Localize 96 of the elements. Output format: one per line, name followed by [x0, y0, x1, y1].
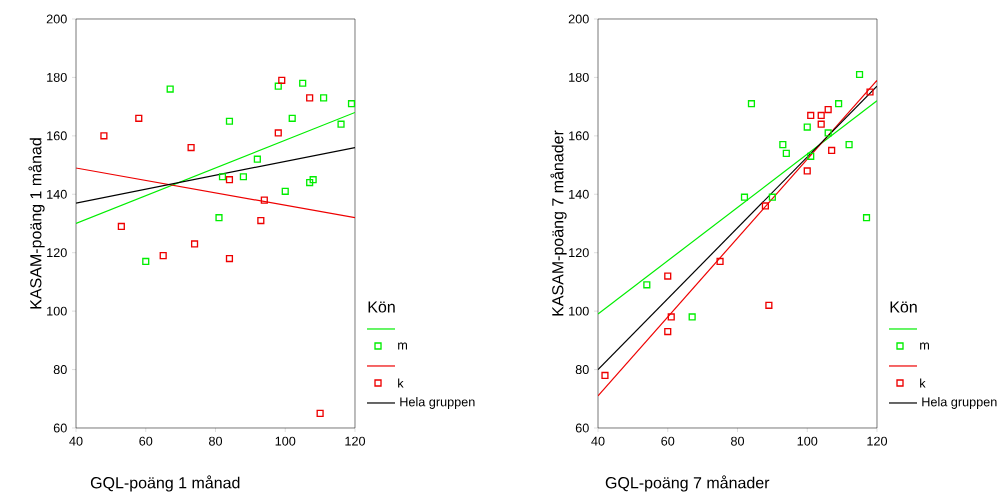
point	[117, 222, 125, 231]
legend-label: k	[920, 378, 926, 388]
y-tick-label: 180	[47, 72, 67, 82]
legend-label: Hela gruppen	[922, 397, 997, 409]
point	[309, 176, 317, 184]
x-tick-label: 80	[730, 436, 745, 446]
legend-title: Kön	[890, 301, 917, 313]
x-tick-label: 120	[345, 436, 366, 446]
point	[807, 111, 815, 119]
point	[664, 327, 672, 336]
y-tick-label: 60	[53, 423, 67, 433]
point	[135, 114, 143, 122]
point	[765, 301, 773, 309]
point	[667, 313, 675, 321]
point	[688, 313, 696, 321]
x-tick-label: 40	[591, 436, 605, 446]
point	[664, 272, 672, 280]
legend-label: Hela gruppen	[400, 397, 475, 409]
x-tick-label: 60	[661, 436, 675, 446]
point	[274, 82, 282, 90]
point	[768, 193, 776, 201]
y-tick-label: 160	[47, 131, 67, 141]
y-tick-label: 140	[47, 189, 67, 199]
point	[260, 196, 268, 204]
y-tick-label: 60	[575, 423, 589, 433]
y-tick-label: 80	[53, 365, 67, 375]
point	[278, 76, 286, 84]
x-axis-title: GQL-poäng 7 månader	[605, 475, 770, 492]
point	[225, 176, 234, 184]
legend-label: k	[398, 378, 404, 388]
point	[257, 216, 265, 225]
point	[747, 100, 756, 108]
point	[320, 94, 328, 102]
x-tick-label: 100	[797, 436, 818, 446]
point	[218, 173, 227, 181]
point	[215, 214, 223, 222]
point	[803, 167, 811, 175]
point	[225, 254, 234, 263]
y-tick-label: 120	[569, 248, 589, 258]
point	[316, 409, 324, 417]
point	[807, 152, 815, 160]
point	[862, 214, 871, 222]
point	[643, 281, 651, 289]
point	[253, 155, 261, 163]
point	[828, 146, 836, 155]
point	[779, 141, 787, 149]
point	[817, 120, 825, 128]
legend-title: Kön	[368, 301, 395, 313]
point	[824, 129, 832, 137]
point	[845, 141, 853, 149]
point	[835, 100, 843, 108]
point	[225, 117, 234, 125]
y-tick-label: 80	[575, 365, 589, 375]
point	[190, 240, 199, 248]
y-tick-label: 200	[46, 14, 67, 24]
point	[740, 193, 749, 201]
legend-label: m	[920, 342, 929, 350]
y-tick-label: 140	[569, 189, 589, 199]
point	[866, 88, 874, 96]
point	[142, 257, 150, 266]
point	[239, 173, 247, 181]
x-tick-label: 40	[69, 436, 83, 446]
y-axis-title: KASAM-poäng 7 månader	[550, 130, 567, 316]
y-tick-label: 200	[568, 14, 589, 24]
point	[159, 252, 167, 260]
x-axis-title: GQL-poäng 1 månad	[90, 475, 240, 492]
point	[803, 123, 811, 131]
x-tick-label: 80	[209, 436, 223, 446]
point	[824, 105, 832, 114]
point	[166, 85, 174, 93]
point	[716, 257, 724, 266]
point	[187, 143, 195, 152]
point	[306, 94, 314, 102]
y-tick-label: 120	[47, 248, 67, 258]
y-axis-title: KASAM-poäng 1 månad	[28, 138, 45, 309]
point	[299, 79, 307, 87]
point	[782, 149, 790, 157]
x-tick-label: 100	[275, 436, 296, 446]
x-tick-label: 60	[139, 436, 153, 446]
legend-label: m	[398, 342, 407, 350]
y-tick-label: 160	[569, 131, 589, 141]
y-tick-label: 180	[569, 72, 589, 82]
point	[817, 111, 825, 119]
point	[100, 132, 108, 140]
point	[337, 120, 345, 128]
y-tick-label: 100	[569, 306, 589, 316]
point	[306, 178, 314, 187]
point	[288, 114, 296, 122]
x-tick-label: 120	[867, 436, 888, 446]
point	[761, 202, 769, 210]
point	[855, 70, 864, 79]
point	[601, 371, 609, 380]
point	[281, 187, 289, 195]
point	[347, 100, 356, 108]
point	[274, 129, 282, 137]
y-tick-label: 100	[47, 306, 67, 316]
